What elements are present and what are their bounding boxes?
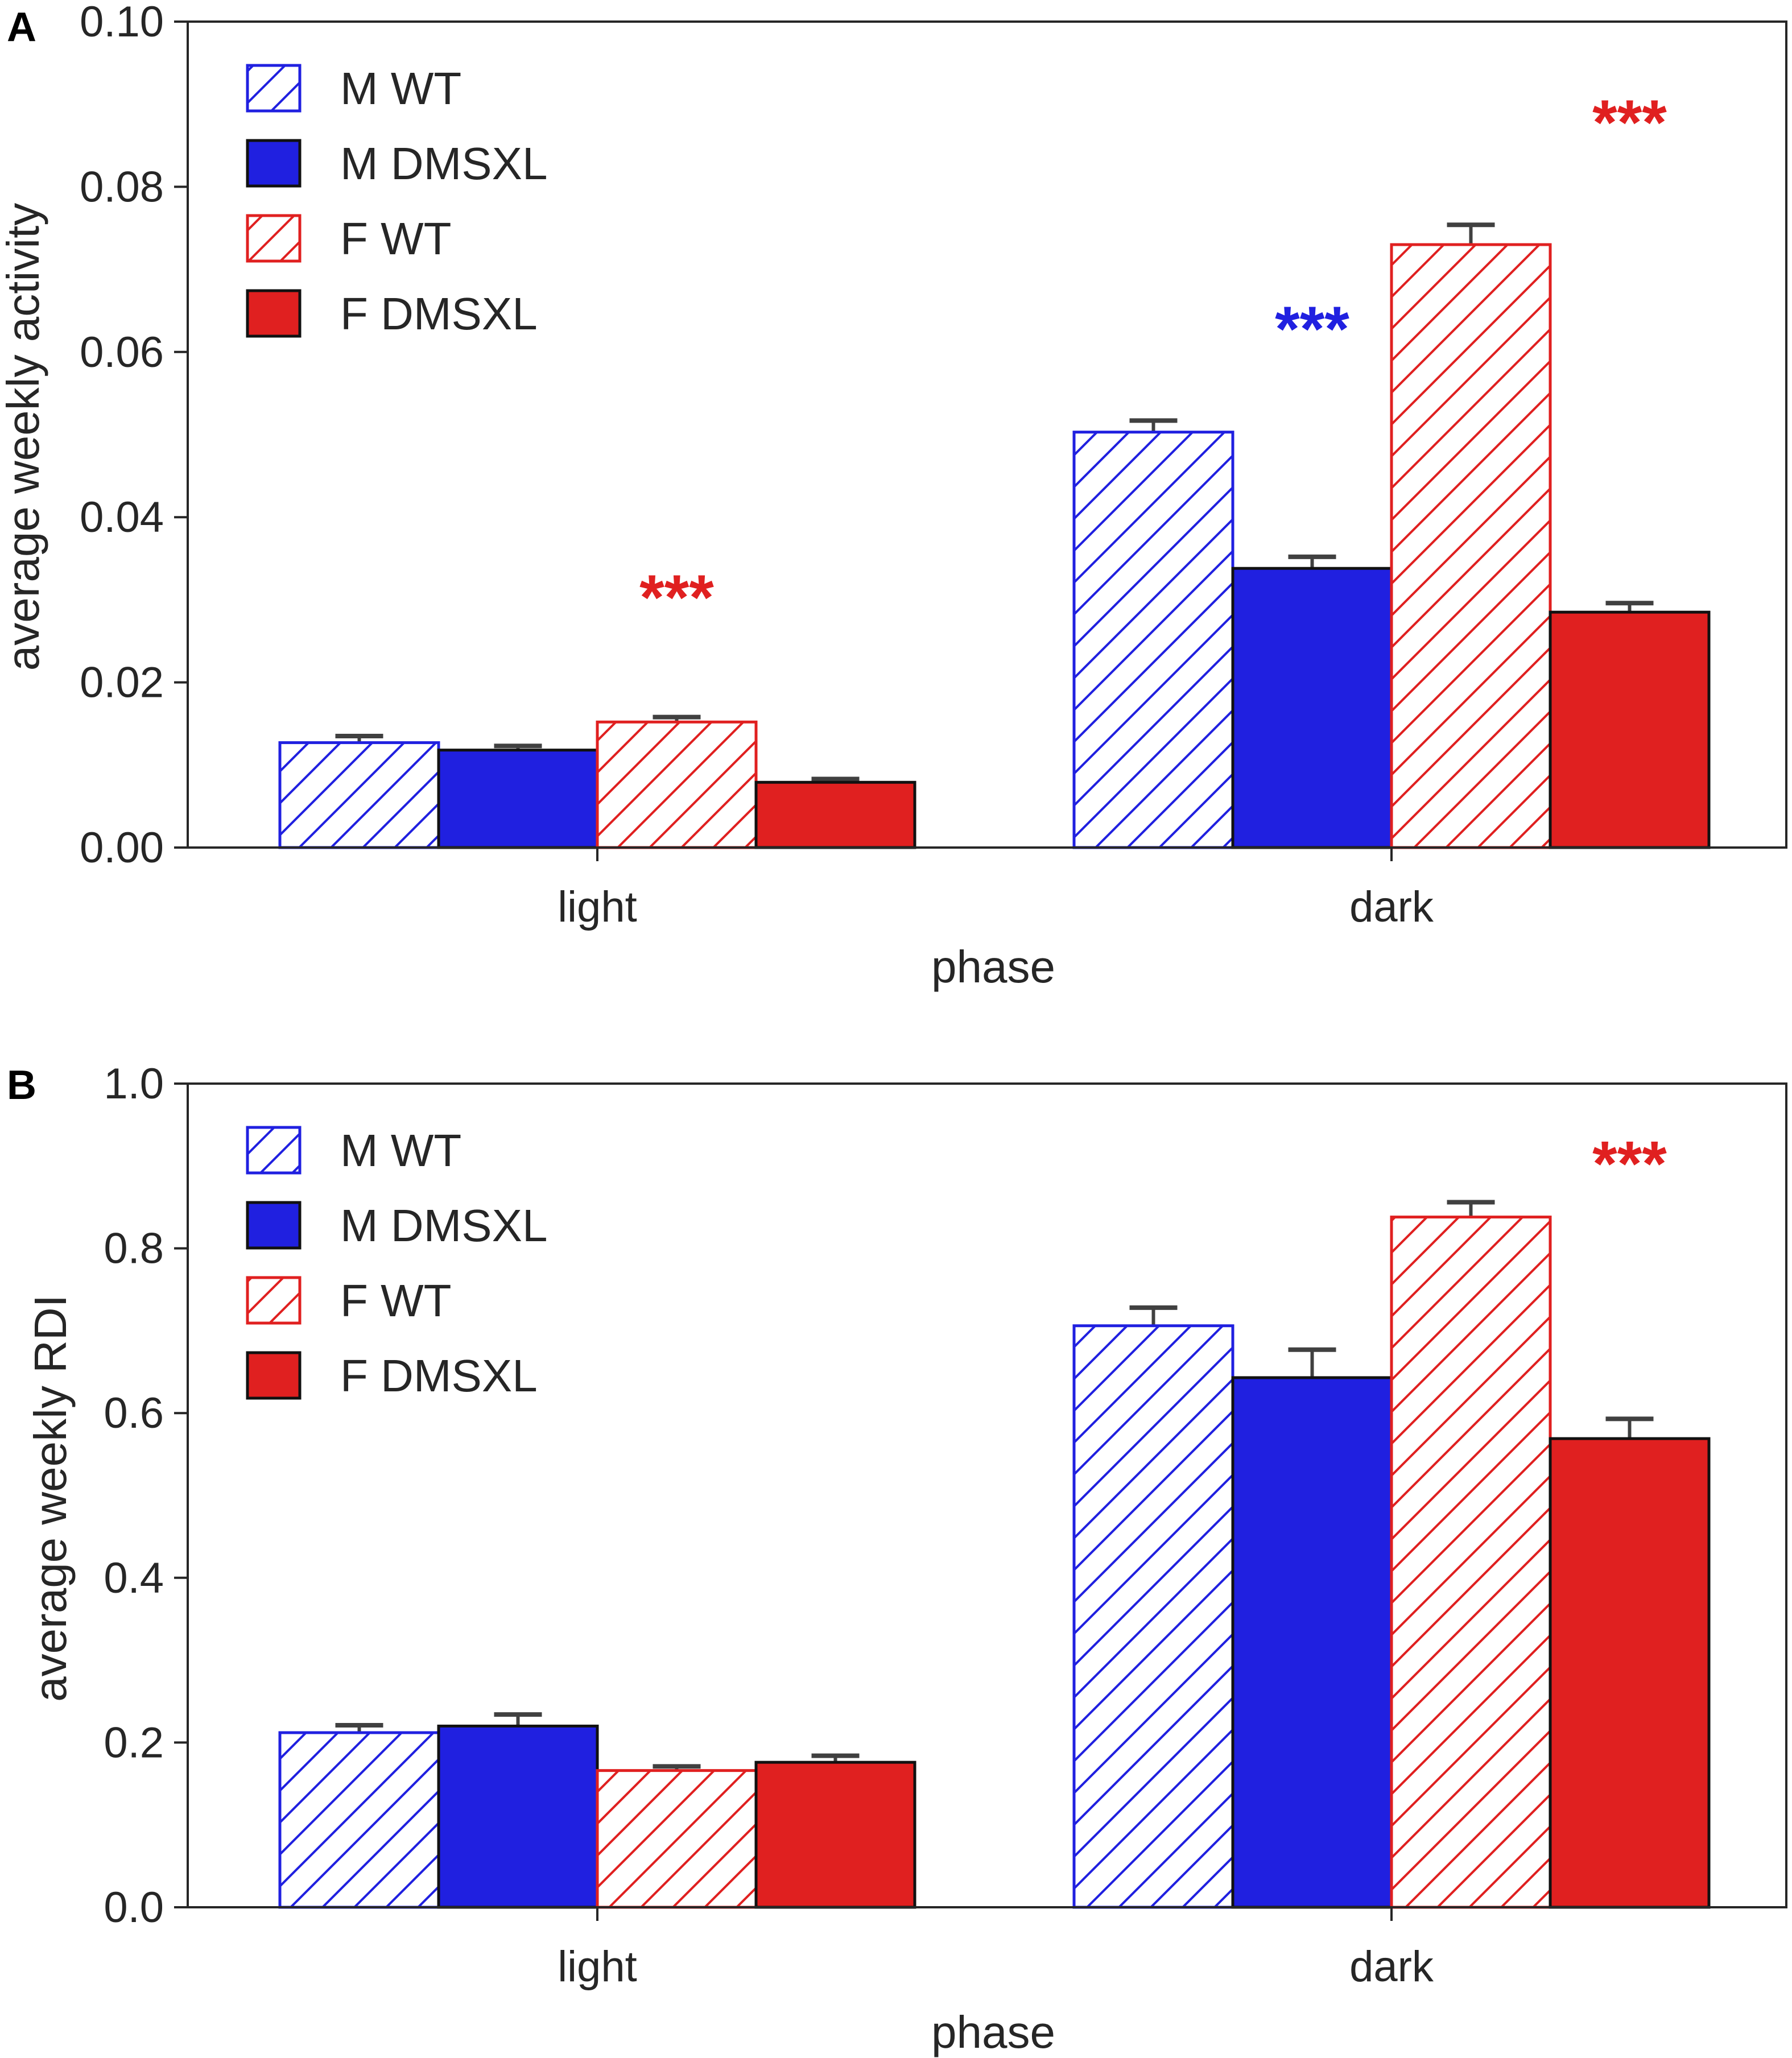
panel-b-bar xyxy=(1072,1324,1234,1909)
panel-a-letter: A xyxy=(7,5,36,50)
panel-a-y-tick-label: 0.02 xyxy=(80,659,164,707)
panel-a-significance-label: *** xyxy=(639,562,714,633)
panel-a-error-bar xyxy=(1447,222,1495,245)
panel-b-bar xyxy=(278,1731,440,1909)
panel-b-plot-frame xyxy=(187,1082,1787,1908)
panel-a-y-tick-label: 0.10 xyxy=(80,0,164,46)
panel-b-error-bar xyxy=(1288,1347,1336,1378)
panel-a-bar xyxy=(1231,567,1393,849)
panel-a-bar xyxy=(596,720,758,849)
panel-b-bar xyxy=(754,1761,916,1909)
panel-b-letter: B xyxy=(7,1063,36,1108)
panel-b-bar xyxy=(1231,1376,1393,1909)
panel-a-legend-swatch xyxy=(246,64,302,113)
panel-a-x-axis-label: phase xyxy=(931,941,1055,992)
panel-b-legend-swatch xyxy=(246,1351,302,1400)
panel-a-bar xyxy=(754,780,916,849)
panel-b-x-axis-label: phase xyxy=(931,2007,1055,2057)
panel-b-legend-label: F DMSXL xyxy=(340,1350,538,1401)
panel-b-legend-label: F WT xyxy=(340,1275,451,1326)
panel-b: B average weekly RDI phase 0.0 0.2 0.4 0.6 0… xyxy=(7,1060,1787,2057)
panel-b-error-bar xyxy=(1129,1305,1178,1326)
panel-b-bar xyxy=(1390,1216,1552,1909)
panel-a-plot-frame xyxy=(187,20,1787,849)
panel-b-legend: M WT M DMSXL F WT F DMSXL xyxy=(246,1125,548,1401)
panel-b-bar xyxy=(1549,1437,1711,1909)
panel-b-y-tick-label: 0.2 xyxy=(104,1718,164,1767)
panel-b-error-bar xyxy=(1605,1416,1654,1439)
panel-b-legend-swatch xyxy=(246,1126,302,1175)
panel-a-y-tick-label: 0.06 xyxy=(80,328,164,377)
panel-a-legend-label: F DMSXL xyxy=(340,288,538,339)
panel-a-x-tick-label: dark xyxy=(1349,883,1434,931)
panel-b-x-tick-label: dark xyxy=(1349,1943,1434,1991)
panel-b-y-tick-label: 0.6 xyxy=(104,1389,164,1437)
panel-a-legend-label: M DMSXL xyxy=(340,138,548,189)
panel-a-legend-swatch xyxy=(246,289,302,338)
panel-a-error-bar xyxy=(1129,418,1178,432)
panel-a-bar xyxy=(1549,610,1711,849)
panel-a-bar xyxy=(1072,431,1234,849)
panel-a-legend-label: M WT xyxy=(340,63,461,114)
panel-b-legend-swatch xyxy=(246,1201,302,1250)
panel-a-error-bar xyxy=(1605,601,1654,613)
panel-a-y-tick-label: 0.08 xyxy=(80,163,164,211)
panel-a: A average weekly activity phase 0.00 0.02… xyxy=(0,0,1787,992)
panel-a-significance-label: *** xyxy=(1275,294,1349,365)
panel-b-legend-swatch xyxy=(246,1276,302,1325)
panel-b-significance-label: *** xyxy=(1592,1129,1667,1200)
panel-a-x-tick-label: light xyxy=(558,883,637,931)
panel-a-y-axis-label: average weekly activity xyxy=(0,203,48,671)
panel-b-legend-label: M DMSXL xyxy=(340,1200,548,1251)
panel-b-legend-label: M WT xyxy=(340,1125,461,1176)
panel-a-bar xyxy=(437,749,599,849)
panel-b-y-tick-label: 0.0 xyxy=(104,1883,164,1932)
panel-a-legend-swatch xyxy=(246,214,302,263)
panel-a-bar xyxy=(278,741,440,849)
panel-b-y-tick-label: 0.8 xyxy=(104,1225,164,1273)
panel-a-y-tick-label: 0.00 xyxy=(80,824,164,872)
panel-b-error-bar xyxy=(1447,1200,1495,1217)
panel-b-error-bar xyxy=(494,1712,542,1726)
panel-a-y-tick-label: 0.04 xyxy=(80,493,164,542)
panel-a-legend-label: F WT xyxy=(340,213,451,264)
panel-b-y-tick-label: 0.4 xyxy=(104,1554,164,1602)
panel-a-significance-label: *** xyxy=(1592,87,1667,158)
panel-a-error-bar xyxy=(1288,554,1336,569)
panel-a-legend: M WT M DMSXL F WT F DMSXL xyxy=(246,63,548,339)
panel-a-bar xyxy=(1390,243,1552,849)
panel-b-y-tick-label: 1.0 xyxy=(104,1060,164,1108)
panel-a-legend-swatch xyxy=(246,139,302,188)
panel-b-x-tick-label: light xyxy=(558,1943,637,1991)
panel-b-bar xyxy=(596,1769,758,1909)
panel-b-y-axis-label: average weekly RDI xyxy=(25,1295,76,1702)
panel-b-bar xyxy=(437,1724,599,1909)
